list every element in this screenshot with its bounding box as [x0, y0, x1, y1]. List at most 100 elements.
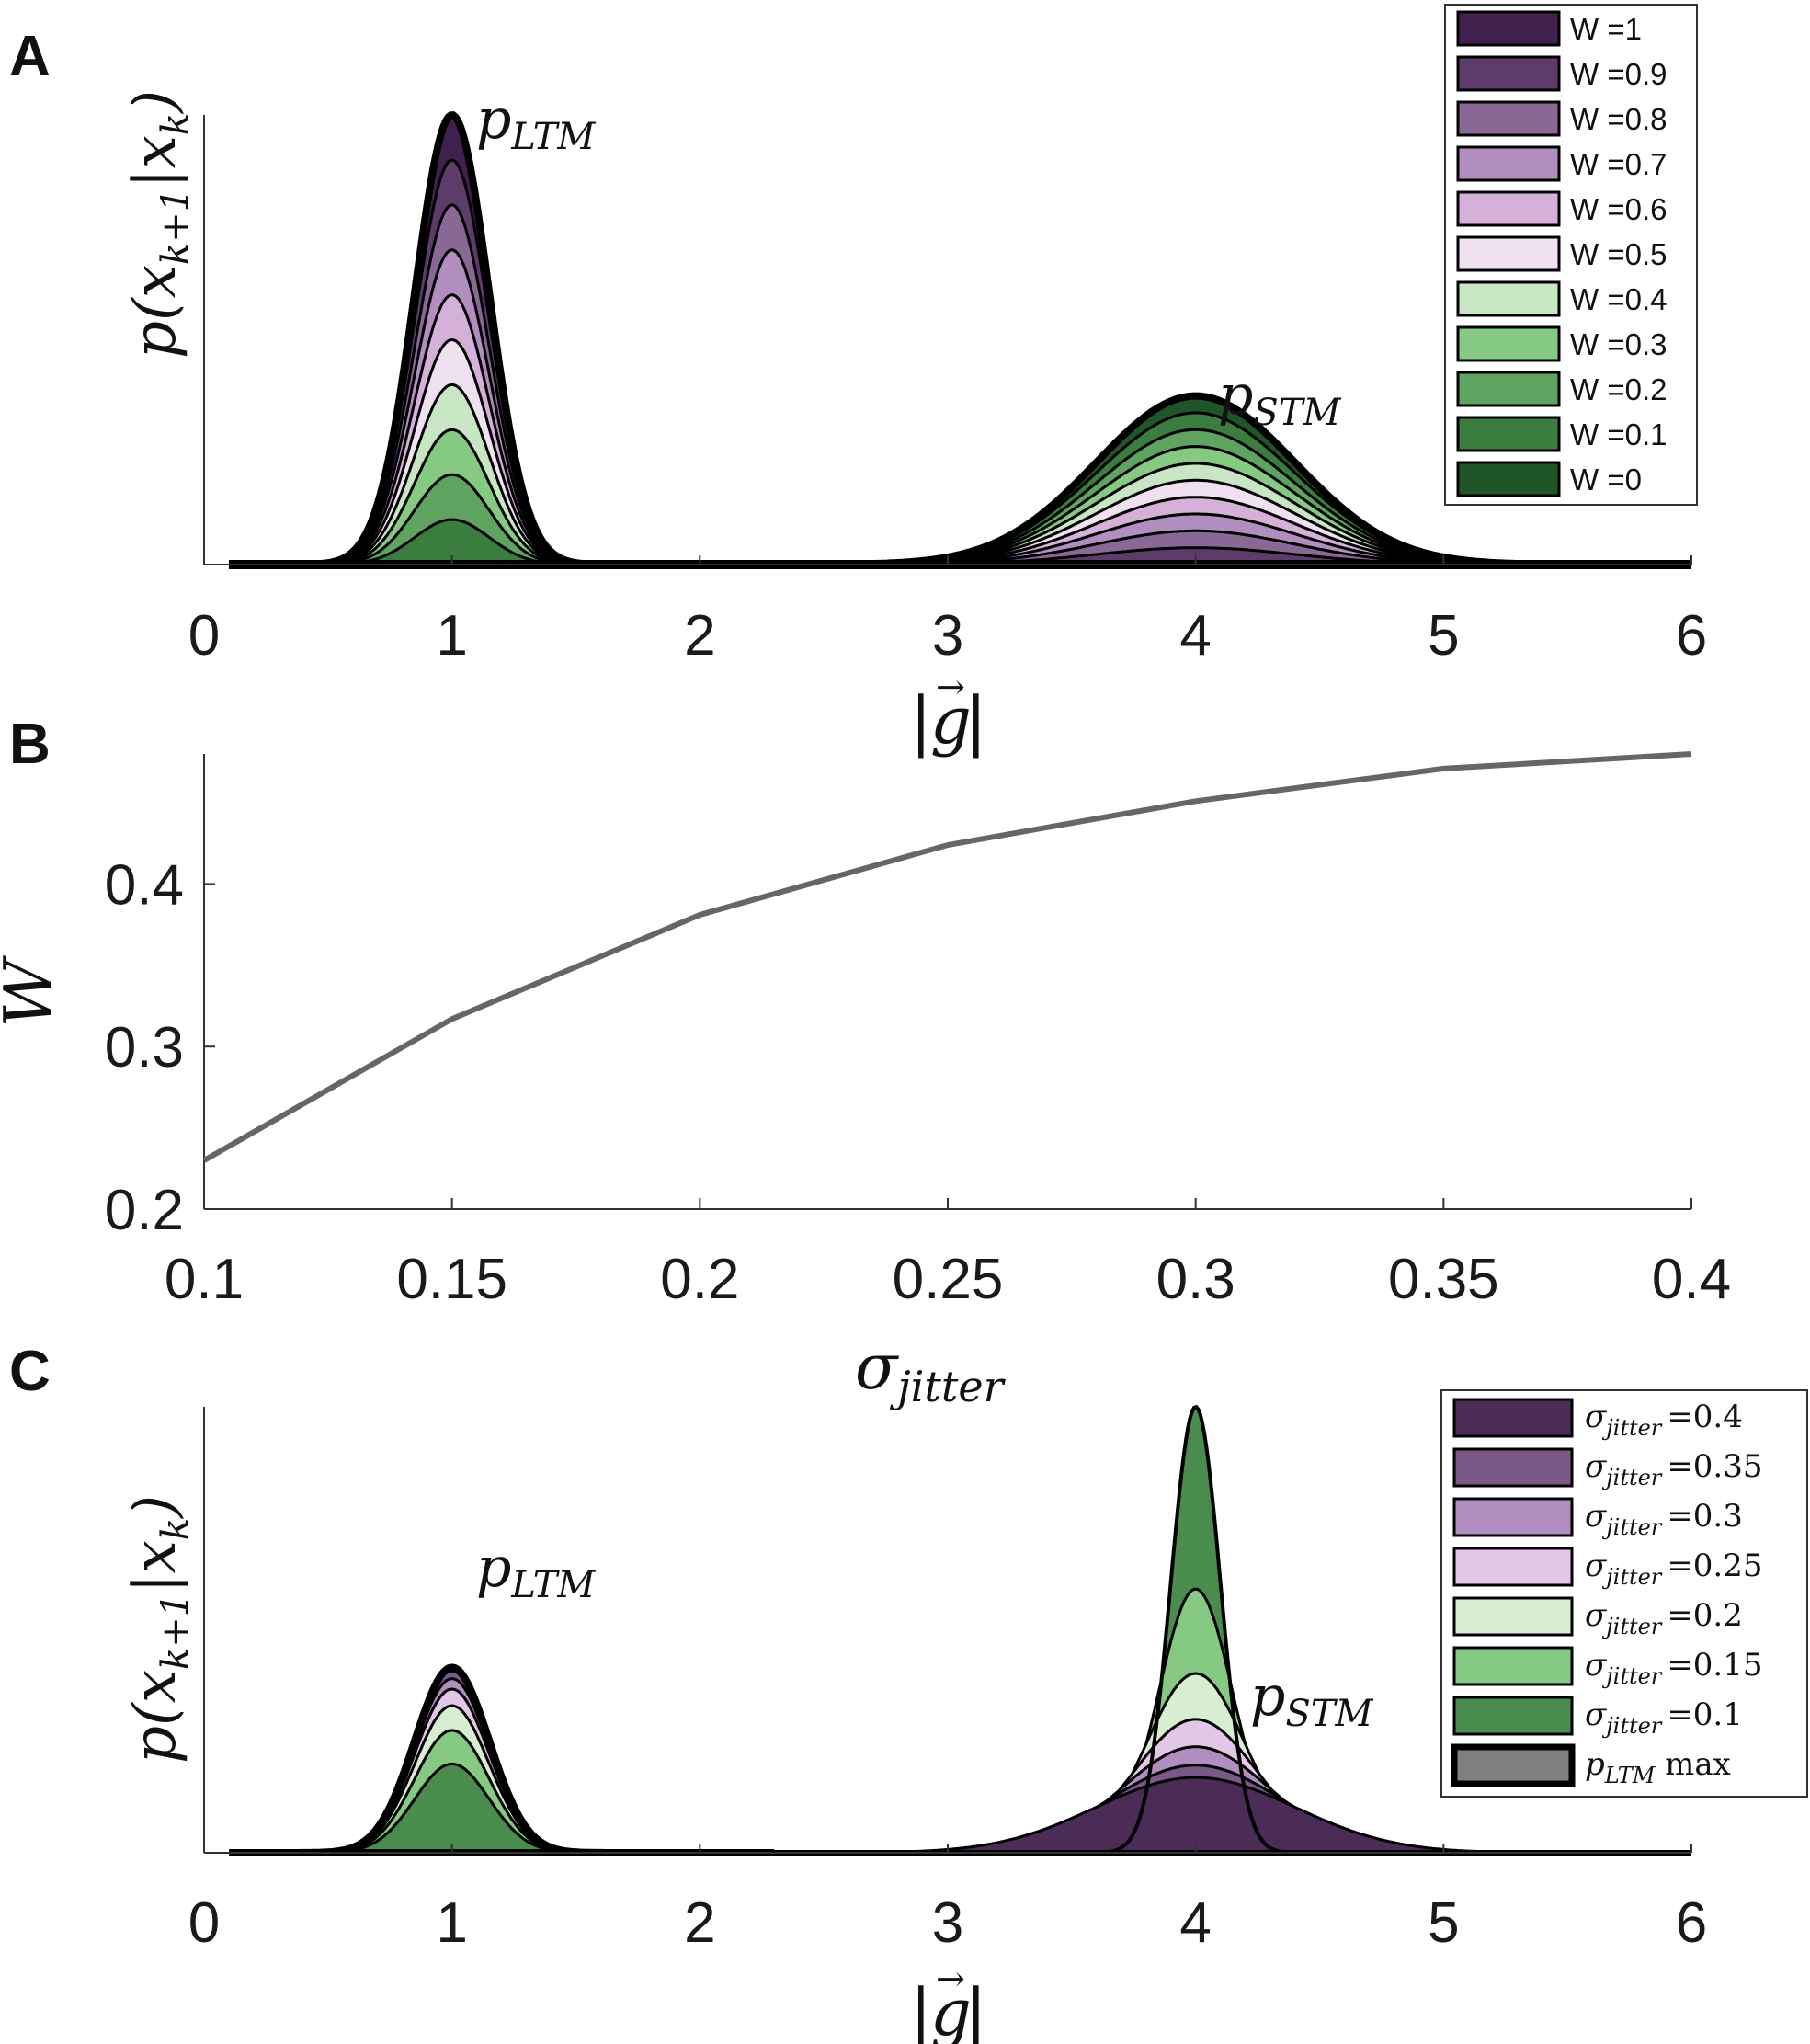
legend-swatch [1452, 1497, 1574, 1537]
legend-swatch [1452, 1547, 1574, 1587]
legend-label-value: =0.3 [1667, 1498, 1743, 1535]
panel-b-xtick-label: 0.4 [1652, 1248, 1731, 1311]
legend-label: σjitter =0.15 [1585, 1647, 1763, 1689]
legend-label: W =0.4 [1570, 282, 1667, 316]
panel-c-xtick-label: 2 [684, 1891, 715, 1955]
panel-a-ylabel: p(xk+1|xk) [121, 90, 197, 359]
panel-b: B W 0.1 0.15 0.2 0.25 0.3 0.35 0.4 0.2 0.3 0.4 σj… [0, 713, 1731, 1411]
legend-label-sub: jitter [1601, 1564, 1663, 1590]
legend-label: σjitter =0.2 [1585, 1597, 1743, 1639]
legend-label-sub: jitter [1601, 1614, 1663, 1639]
legend-swatch-ltm-max [1451, 1743, 1576, 1787]
legend-swatch [1456, 371, 1561, 407]
panel-a-xlabel-bar-right: | [965, 683, 987, 759]
legend-label: W =0.8 [1570, 102, 1667, 136]
legend-label-value: =0.35 [1667, 1448, 1762, 1485]
legend-label: W =0.9 [1570, 57, 1667, 91]
panel-b-xtick-label: 0.3 [1156, 1248, 1235, 1311]
series-area-ltm-sigma0_1 [229, 1762, 775, 1855]
panel-a-annotation-ltm: pLTM [476, 87, 596, 158]
panel-a-xtick-label: 2 [684, 604, 715, 668]
panel-c-xtick-label: 5 [1428, 1891, 1459, 1955]
legend-swatch [1456, 190, 1561, 227]
panel-a-ylabel-text: p(xk+1|xk) [121, 90, 197, 359]
panel-a-xtick-label: 5 [1428, 604, 1459, 668]
legend-swatch [1456, 145, 1561, 182]
panel-c-xlabel-bar-right: | [965, 1975, 987, 2044]
panel-c-ylabel-text: p(xk+1|xk) [121, 1495, 197, 1764]
panel-c-axes: 0 1 2 3 4 5 6 [188, 1407, 1707, 1955]
panel-b-xtick-label: 0.15 [396, 1248, 507, 1311]
legend-swatch [1456, 10, 1561, 47]
legend-label-sigma: σ [1585, 1647, 1607, 1684]
legend-label-value: =0.25 [1667, 1547, 1762, 1584]
panel-a-letter: A [9, 25, 51, 88]
panel-c-letter: C [9, 1340, 51, 1403]
panel-a-xtick-label: 4 [1179, 604, 1211, 668]
legend-label-ltm-max: pLTM max [1585, 1746, 1731, 1788]
panel-b-xtick-label: 0.25 [893, 1248, 1004, 1311]
legend-label-sub: jitter [1601, 1713, 1663, 1739]
series-area-ltm-w0_7 [229, 248, 825, 566]
panel-a-xtick-label: 3 [932, 604, 963, 668]
series-area-ltm-w0_2 [229, 473, 825, 566]
panel-c-xtick-label: 1 [436, 1891, 467, 1955]
legend-label: σjitter =0.1 [1585, 1696, 1743, 1739]
legend-label-sigma: σ [1585, 1498, 1607, 1535]
panel-c-xtick-label: 0 [188, 1891, 220, 1955]
panel-a-envelope-stm [824, 392, 1691, 568]
legend-label: W =0.5 [1570, 237, 1667, 271]
panel-b-plot: 0.1 0.15 0.2 0.25 0.3 0.35 0.4 0.2 0.3 0.4 [105, 751, 1731, 1311]
panel-c-ylabel: p(xk+1|xk) [121, 1495, 197, 1764]
panel-a-xlabel-arrow: → [936, 667, 965, 707]
legend-label-sub: jitter [1601, 1663, 1663, 1689]
legend-label-sigma: σ [1585, 1597, 1607, 1634]
legend-label-value: =0.2 [1667, 1597, 1743, 1634]
panel-a-xlabel-g: g [930, 683, 972, 759]
panel-c-envelope-ltm [229, 1663, 775, 1856]
legend-swatch [1452, 1398, 1574, 1438]
legend-swatch [1456, 325, 1561, 362]
panel-c-annotation-stm: pSTM [1250, 1664, 1374, 1735]
legend-label: W =0.3 [1570, 327, 1667, 361]
legend-label: σjitter =0.35 [1585, 1448, 1763, 1490]
legend-label: W =0.2 [1570, 372, 1667, 406]
legend-swatch [1456, 416, 1561, 452]
panel-a-areas [228, 111, 1691, 569]
series-area-ltm-w0_5 [229, 338, 825, 566]
panel-a-xlabel: | g → | [910, 667, 987, 759]
panel-c-xlabel: | g → | [910, 1958, 987, 2044]
legend-label: σjitter =0.3 [1585, 1498, 1743, 1540]
legend-swatch [1456, 55, 1561, 92]
panel-b-ylabel: W [0, 955, 67, 1028]
panel-c-xlabel-bar-left: | [910, 1975, 932, 2044]
legend-label-p: p [1585, 1746, 1605, 1783]
panel-b-xtick-label: 0.35 [1388, 1248, 1499, 1311]
legend-label-sigma: σ [1585, 1399, 1607, 1435]
legend-swatch [1452, 1646, 1574, 1686]
legend-swatch [1452, 1696, 1574, 1736]
legend-label-sigma: σ [1585, 1448, 1607, 1485]
legend-swatch [1456, 461, 1561, 497]
panel-c-xlabel-arrow: → [936, 1958, 965, 1999]
legend-label: W =1 [1570, 12, 1642, 46]
panel-b-xtick-label: 0.1 [165, 1248, 244, 1311]
series-area-ltm-w0_6 [229, 293, 825, 566]
panel-b-ytick-label: 0.2 [105, 1179, 184, 1242]
legend-swatch [1456, 100, 1561, 137]
legend-label: σjitter =0.4 [1585, 1399, 1743, 1441]
legend-swatch [1456, 235, 1561, 272]
legend-swatch [1452, 1596, 1574, 1637]
legend-label-sigma: σ [1585, 1547, 1607, 1584]
legend-swatch [1452, 1447, 1574, 1488]
panel-c-xtick-label: 6 [1676, 1891, 1707, 1955]
panel-b-xlabel: σjitter [855, 1331, 1007, 1411]
series-area-ltm-w0_3 [229, 428, 825, 566]
panel-a-envelope-ltm [229, 111, 825, 568]
panel-b-series-line [202, 751, 1692, 1163]
panel-a-annotation-stm: pSTM [1218, 363, 1342, 434]
panel-a: A p(xk+1|xk) 0 1 2 3 4 5 6 | g → | pLTM pSTM W… [9, 4, 1707, 759]
panel-a-xtick-label: 0 [188, 604, 220, 668]
panel-a-legend: W =1 W =0.9 W =0.8 W =0.7 W =0.6 W =0.5 W =0.4… [1444, 4, 1698, 506]
